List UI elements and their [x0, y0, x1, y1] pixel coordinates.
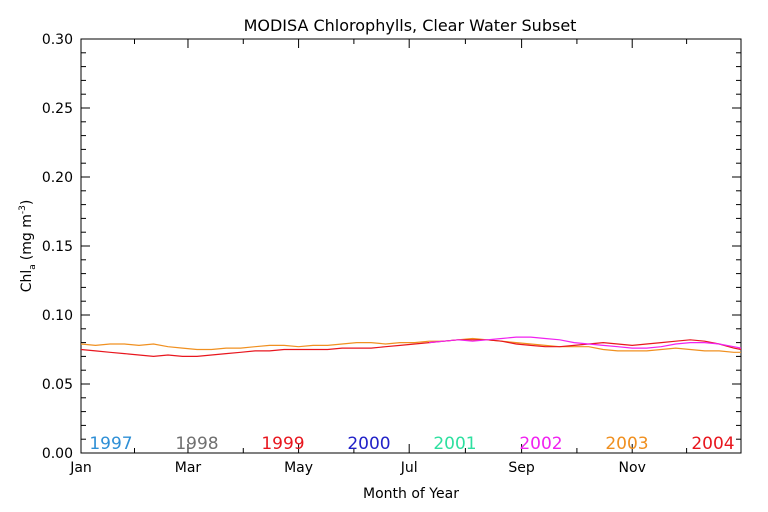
y-tick-label: 0.25 [42, 101, 73, 117]
legend-entry-2000: 2000 [347, 434, 390, 454]
legend: 1997 1998 1999 2000 2001 2002 2003 2004 [89, 434, 734, 454]
y-tick-label: 0.00 [42, 446, 73, 462]
x-tick-label: Nov [619, 460, 646, 476]
y-axis-label-exponent: -3 [18, 205, 28, 214]
series-line-2004 [80, 339, 742, 358]
legend-entry-1999: 1999 [261, 434, 304, 454]
y-axis-label-close: ) [19, 200, 35, 205]
y-axis-label-units: (mg m [19, 214, 35, 260]
x-tick-label: Sep [508, 460, 535, 476]
legend-entry-1997: 1997 [89, 434, 132, 454]
x-tick-label: Jul [400, 460, 418, 476]
series-line-2002 [429, 336, 742, 349]
y-axis-label-main: Chl [19, 270, 35, 293]
y-tick-label: 0.05 [42, 377, 73, 393]
y-axis-label-subscript: a [28, 264, 38, 270]
legend-entry-1998: 1998 [175, 434, 218, 454]
x-tick-label: Mar [175, 460, 202, 476]
y-tick-label: 0.30 [42, 32, 73, 48]
legend-entry-2001: 2001 [433, 434, 476, 454]
y-tick-label: 0.10 [42, 308, 73, 324]
plot-area-frame [80, 38, 742, 454]
chart-title: MODISA Chlorophylls, Clear Water Subset [244, 16, 577, 35]
legend-entry-2003: 2003 [605, 434, 648, 454]
x-tick-label: Jan [69, 460, 92, 476]
y-axis-ticks: 0.00 0.05 0.10 0.15 0.20 0.25 0.30 [42, 32, 741, 462]
data-series [80, 336, 742, 358]
y-tick-label: 0.15 [42, 239, 73, 255]
series-line-2003 [80, 337, 741, 353]
x-axis-label: Month of Year [363, 486, 459, 502]
legend-entry-2004: 2004 [691, 434, 734, 454]
y-axis-label: Chla (mg m-3) [18, 200, 38, 293]
x-tick-label: May [284, 460, 313, 476]
y-tick-label: 0.20 [42, 170, 73, 186]
legend-entry-2002: 2002 [519, 434, 562, 454]
x-axis-ticks: Jan Mar May Jul Sep Nov [69, 39, 688, 476]
